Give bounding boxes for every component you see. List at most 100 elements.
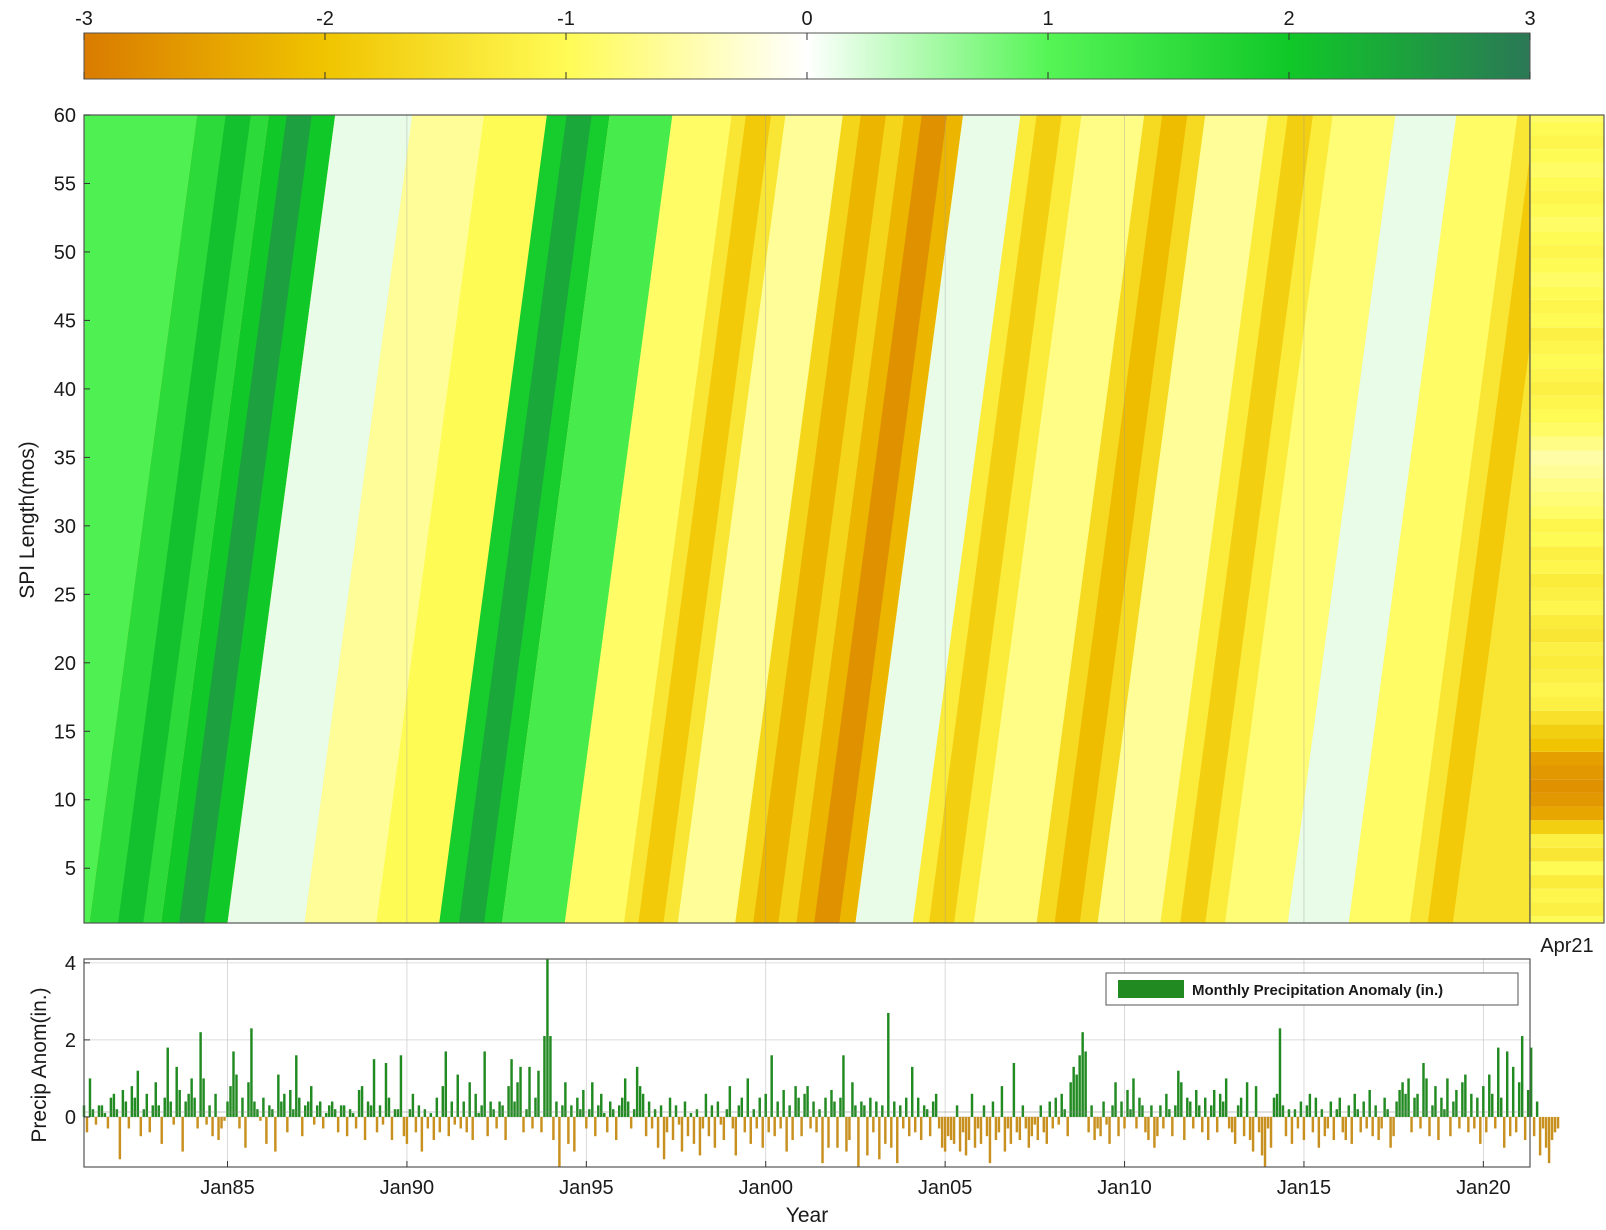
precip-bar bbox=[761, 1116, 764, 1148]
precip-bar bbox=[519, 1066, 522, 1117]
precip-bar bbox=[600, 1093, 603, 1117]
precip-bar bbox=[632, 1109, 636, 1117]
precip-bar bbox=[501, 1105, 504, 1117]
bar-y-tick-label: 0 bbox=[65, 1107, 76, 1129]
current-spi-cell bbox=[1530, 382, 1604, 396]
precip-bar bbox=[967, 1116, 971, 1141]
heatmap-y-tick-label: 15 bbox=[54, 721, 76, 743]
precip-bar bbox=[1532, 1116, 1536, 1137]
precip-bar bbox=[594, 1116, 597, 1137]
precip-bar bbox=[782, 1089, 785, 1117]
colorbar-tick-label: 1 bbox=[1042, 8, 1053, 30]
precip-bar bbox=[827, 1116, 830, 1148]
precip-bar bbox=[1030, 1116, 1034, 1137]
precip-bar bbox=[486, 1116, 489, 1137]
precip-bar bbox=[474, 1093, 477, 1117]
precip-bar bbox=[175, 1066, 178, 1117]
precip-bar bbox=[1350, 1116, 1353, 1144]
heatmap-band-core bbox=[814, 115, 947, 923]
precip-bar bbox=[1135, 1116, 1138, 1129]
precip-bar bbox=[1192, 1116, 1195, 1129]
precip-bar bbox=[366, 1101, 370, 1117]
precip-bar bbox=[1036, 1116, 1040, 1141]
precip-bar bbox=[800, 1116, 803, 1137]
precip-bar bbox=[878, 1116, 881, 1160]
bar-x-tick-label: Jan00 bbox=[738, 1177, 793, 1199]
current-spi-cell bbox=[1530, 491, 1604, 506]
precip-bar bbox=[1132, 1078, 1135, 1117]
heatmap-y-tick-label: 20 bbox=[54, 653, 76, 675]
current-spi-cell bbox=[1530, 162, 1604, 177]
colorbar-tick-label: -2 bbox=[316, 8, 334, 30]
heatmap-band-core bbox=[1054, 115, 1188, 923]
precip-bar bbox=[887, 1012, 890, 1117]
current-spi-cell bbox=[1530, 395, 1604, 410]
precip-bar bbox=[1251, 1116, 1255, 1152]
precip-bar bbox=[988, 1116, 992, 1164]
current-spi-cell bbox=[1530, 683, 1604, 698]
precip-bar bbox=[728, 1086, 732, 1117]
precip-bar bbox=[698, 1116, 702, 1156]
precip-bar bbox=[414, 1116, 418, 1133]
precip-bar bbox=[1517, 1082, 1521, 1117]
precip-bar bbox=[555, 1101, 558, 1117]
precip-bar bbox=[1293, 1109, 1297, 1117]
precip-bar bbox=[585, 1116, 588, 1129]
precip-bar bbox=[749, 1116, 752, 1144]
precip-bar bbox=[722, 1116, 726, 1141]
precip-bar bbox=[492, 1109, 495, 1117]
precip-bar bbox=[1260, 1116, 1264, 1156]
precip-bar bbox=[606, 1116, 609, 1133]
precip-bar bbox=[1281, 1105, 1285, 1117]
precip-bar bbox=[623, 1078, 627, 1117]
heatmap-y-tick-label: 55 bbox=[54, 173, 76, 195]
precip-bar bbox=[803, 1093, 806, 1117]
precip-bar bbox=[1302, 1116, 1306, 1141]
precip-bar bbox=[342, 1105, 346, 1117]
precip-bar bbox=[573, 1116, 576, 1152]
precip-bar bbox=[576, 1097, 579, 1117]
precip-bar bbox=[181, 1116, 184, 1152]
colorbar-tick-label: 2 bbox=[1283, 8, 1294, 30]
precip-bar bbox=[1479, 1116, 1482, 1144]
bar-y-tick-label: 4 bbox=[65, 953, 76, 975]
current-spi-cell bbox=[1530, 340, 1604, 355]
precip-bar bbox=[1275, 1093, 1279, 1117]
heatmap-gridlines bbox=[406, 115, 1305, 923]
bar-x-tick-label: Jan05 bbox=[918, 1177, 973, 1199]
precip-bar bbox=[668, 1097, 672, 1117]
precip-bar bbox=[1000, 1086, 1004, 1117]
precip-bar bbox=[172, 1116, 175, 1125]
precip-bar bbox=[1159, 1105, 1162, 1117]
precip-bar bbox=[495, 1116, 498, 1129]
precip-bar bbox=[1195, 1089, 1198, 1117]
precip-bar bbox=[348, 1109, 352, 1117]
precip-bar bbox=[740, 1097, 744, 1117]
precip-bar bbox=[851, 1082, 854, 1117]
current-spi-cell bbox=[1530, 724, 1604, 739]
precip-bar bbox=[755, 1116, 758, 1129]
heatmap-band-core bbox=[1180, 115, 1313, 923]
precip-bar bbox=[187, 1093, 190, 1117]
precip-bar bbox=[872, 1116, 875, 1133]
bar-x-tick-label: Jan85 bbox=[200, 1177, 255, 1199]
precip-bar bbox=[997, 1116, 1001, 1133]
current-spi-cell bbox=[1530, 546, 1604, 561]
current-spi-cell bbox=[1530, 231, 1604, 246]
precip-bar bbox=[934, 1093, 938, 1117]
precip-bar bbox=[579, 1109, 582, 1117]
current-spi-frame bbox=[1529, 114, 1605, 924]
precip-bar bbox=[644, 1116, 648, 1137]
precip-bar bbox=[1398, 1089, 1401, 1117]
precip-bar bbox=[1410, 1116, 1413, 1133]
precip-bar bbox=[1138, 1097, 1141, 1117]
precip-bar bbox=[253, 1101, 256, 1117]
precip-bar bbox=[100, 1105, 104, 1117]
precip-bar bbox=[1198, 1105, 1201, 1117]
precip-bar bbox=[226, 1101, 229, 1117]
current-spi-cell bbox=[1530, 861, 1604, 876]
precip-bar bbox=[1003, 1116, 1007, 1152]
precip-bar bbox=[1278, 1028, 1282, 1117]
precip-bar bbox=[1105, 1116, 1108, 1125]
